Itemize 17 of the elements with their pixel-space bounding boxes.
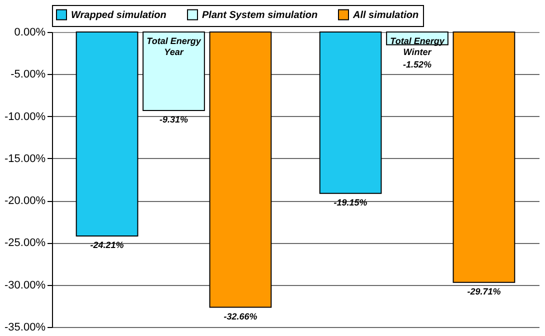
legend-label: Plant System simulation — [202, 10, 318, 21]
x-tick-label: Total Energy Winter — [390, 36, 446, 57]
data-label: -29.71% — [467, 286, 501, 296]
legend-label: All simulation — [352, 10, 419, 21]
y-tick-label: -35.00% — [4, 322, 46, 334]
legend-label: Wrapped simulation — [71, 10, 166, 21]
y-tick-label: -20.00% — [4, 195, 46, 208]
x-tick-label: Total Energy Year — [146, 36, 202, 57]
y-tick-label: -10.00% — [4, 110, 46, 123]
y-tick-label: -25.00% — [4, 237, 46, 250]
data-label: -9.31% — [159, 114, 188, 124]
y-tick-label: -30.00% — [4, 279, 46, 292]
y-tick-label: 0.00% — [14, 26, 46, 38]
data-label: -32.66% — [224, 311, 258, 322]
y-tick-label: -15.00% — [4, 152, 46, 165]
y-tick-label: -5.00% — [10, 68, 46, 81]
data-label: -1.52% — [402, 60, 432, 70]
